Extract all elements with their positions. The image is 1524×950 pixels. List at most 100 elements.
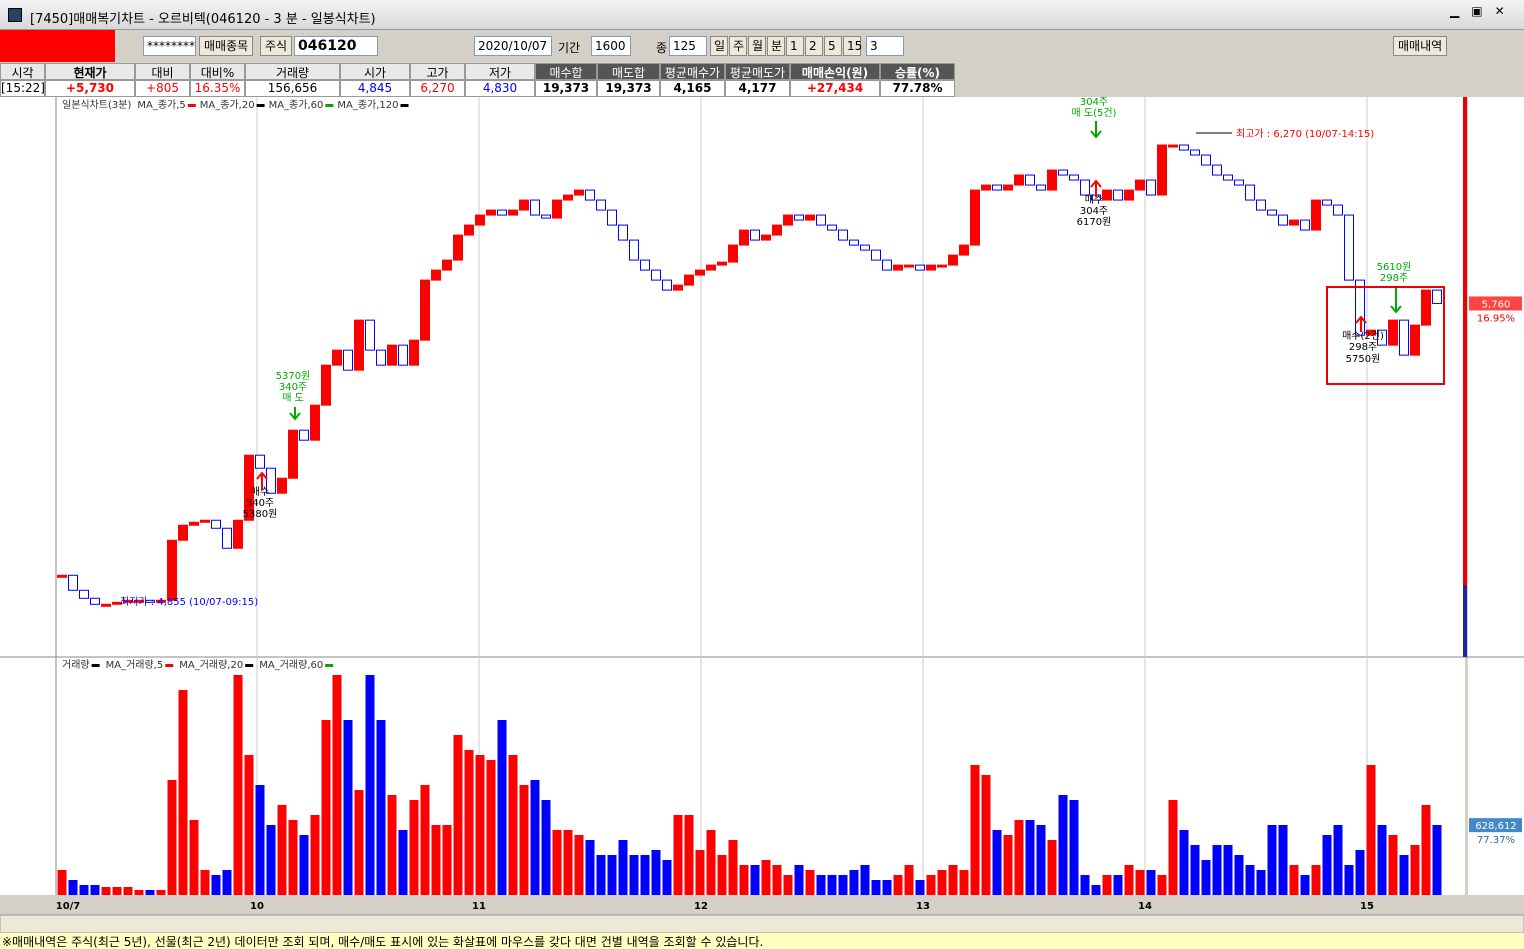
- stats-header: 거래량: [245, 63, 340, 80]
- chart-annotation: 5750원: [1346, 353, 1381, 365]
- volume-bar: [607, 855, 617, 895]
- candle: [739, 229, 749, 246]
- market-button[interactable]: 주식: [260, 36, 293, 56]
- unit-button[interactable]: 일: [710, 36, 728, 56]
- password-field[interactable]: ********: [143, 36, 196, 56]
- candle: [1014, 174, 1024, 186]
- stats-header: 시가: [340, 63, 410, 80]
- volume-bar: [1245, 865, 1255, 895]
- volume-bar: [178, 690, 188, 895]
- stats-header: 현재가: [45, 63, 135, 80]
- candle: [299, 429, 309, 441]
- stats-value: 4,830: [465, 80, 535, 97]
- volume-bar: [1432, 825, 1442, 895]
- unit-button[interactable]: 분: [767, 36, 785, 56]
- code-field[interactable]: 046120: [294, 36, 378, 56]
- unit-button[interactable]: 월: [748, 36, 766, 56]
- candle: [552, 199, 562, 219]
- buy-arrow: [256, 471, 268, 490]
- stats-header: 승률(%): [880, 63, 955, 80]
- candle: [1289, 219, 1299, 226]
- candle: [937, 264, 947, 268]
- candle: [706, 264, 716, 271]
- unit-button[interactable]: 15: [843, 36, 862, 56]
- unit-button[interactable]: 1: [786, 36, 804, 56]
- candle: [1388, 319, 1398, 346]
- candle: [68, 574, 78, 591]
- volume-bar: [1146, 870, 1156, 895]
- price-label: 5,760: [1482, 299, 1511, 310]
- volume-bar: [453, 735, 463, 895]
- volume-bar: [805, 870, 815, 895]
- volume-bar: [475, 755, 485, 895]
- candle: [761, 234, 771, 241]
- count-field[interactable]: 125: [669, 36, 707, 56]
- date-field[interactable]: 2020/10/07: [474, 36, 552, 56]
- history-button[interactable]: 매매내역: [1393, 36, 1448, 56]
- candle: [904, 264, 914, 268]
- volume-bar: [728, 840, 738, 895]
- volume-bar: [860, 865, 870, 895]
- title-bar: [7450]매매복기차트 - 오르비텍(046120 - 3 분 - 일봉식차트…: [0, 0, 1524, 30]
- candle: [189, 521, 199, 526]
- candle: [365, 319, 375, 351]
- volume-bar: [321, 720, 331, 895]
- price-label-box: [1469, 296, 1522, 311]
- stats-header: 매도합: [597, 63, 660, 80]
- volume-bar: [79, 885, 89, 895]
- volume-bar: [1289, 865, 1299, 895]
- candle: [79, 589, 89, 599]
- chart-annotation: 매수: [251, 486, 269, 498]
- candle: [508, 209, 518, 216]
- candle: [717, 261, 727, 266]
- volume-bar: [123, 887, 133, 895]
- chart-annotation: 6170원: [1077, 216, 1112, 228]
- minute-field[interactable]: 3: [866, 36, 904, 56]
- volume-bar: [772, 865, 782, 895]
- candle: [1322, 199, 1332, 206]
- stats-value: 16.35%: [190, 80, 245, 97]
- candle: [112, 601, 122, 605]
- candle: [1278, 214, 1288, 226]
- volume-bar: [893, 875, 903, 895]
- right-axis-area: [1468, 97, 1524, 895]
- volume-bar: [1080, 875, 1090, 895]
- candle: [453, 234, 463, 261]
- candle: [915, 264, 925, 271]
- candle: [882, 259, 892, 271]
- period-field[interactable]: 1600: [591, 36, 631, 56]
- unit-button[interactable]: 5: [824, 36, 842, 56]
- volume-legend-entry: MA_거래량,20: [179, 659, 243, 671]
- window-controls[interactable]: ▁▣✕: [1450, 4, 1517, 18]
- volume-bar: [420, 785, 430, 895]
- unit-button[interactable]: 주: [729, 36, 747, 56]
- candle: [1344, 214, 1354, 281]
- volume-bar: [1157, 875, 1167, 895]
- candle: [1245, 184, 1255, 201]
- candle: [530, 199, 540, 216]
- candle: [178, 524, 188, 541]
- candle: [1300, 219, 1310, 231]
- candle: [926, 264, 936, 271]
- volume-bar: [871, 880, 881, 895]
- volume-bar: [1168, 800, 1178, 895]
- candle: [1025, 174, 1035, 186]
- volume-bar: [739, 865, 749, 895]
- volume-bar: [794, 865, 804, 895]
- candle: [387, 344, 397, 366]
- candle: [1003, 184, 1013, 191]
- stock-button[interactable]: 매매종목: [199, 36, 254, 56]
- unit-button[interactable]: 2: [805, 36, 823, 56]
- volume-bar: [1333, 825, 1343, 895]
- stats-value: 4,177: [725, 80, 790, 97]
- candle: [310, 404, 320, 441]
- volume-bar: [486, 760, 496, 895]
- volume-bar: [1014, 820, 1024, 895]
- volume-bar: [574, 835, 584, 895]
- volume-bar: [343, 720, 353, 895]
- volume-bar: [464, 750, 474, 895]
- legend-swatch: [400, 104, 409, 107]
- volume-bar: [1124, 865, 1134, 895]
- legend-swatch: [245, 664, 254, 667]
- candle: [486, 209, 496, 216]
